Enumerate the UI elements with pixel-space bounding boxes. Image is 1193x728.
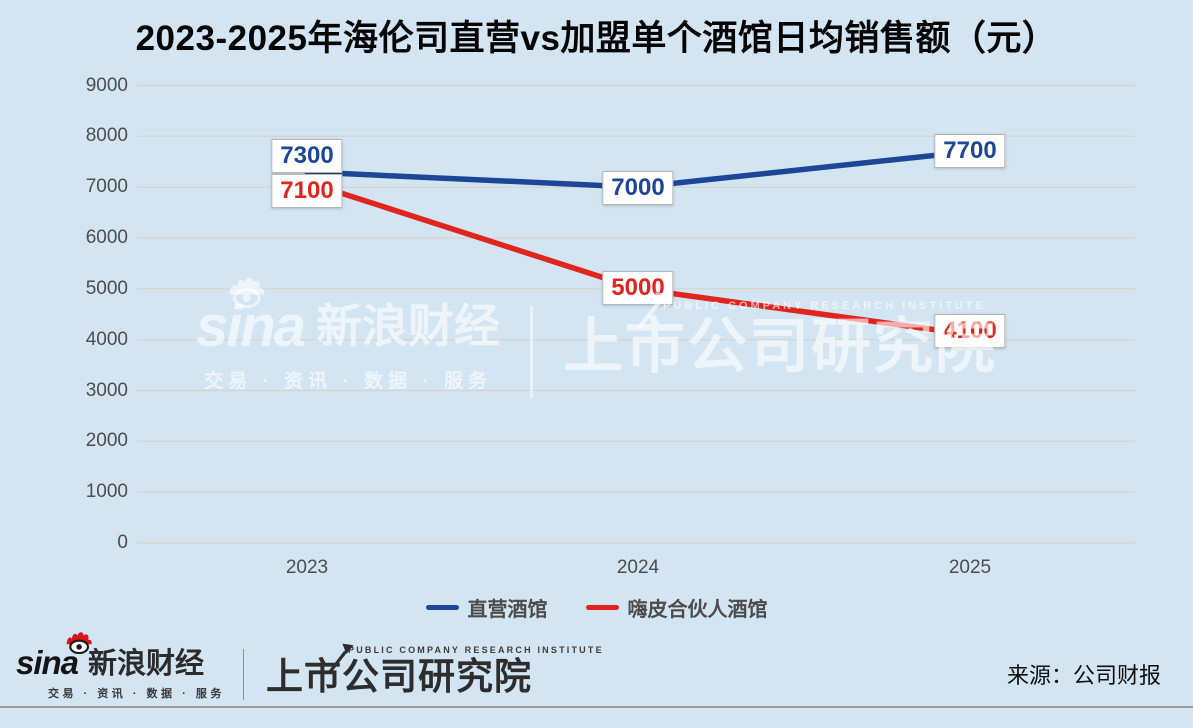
legend-line-swatch	[585, 605, 619, 610]
footer-institute-en: PUBLIC COMPANY RESEARCH INSTITUTE	[348, 645, 604, 655]
footer-divider	[243, 649, 244, 700]
footer-brand: 新浪财经	[88, 648, 205, 680]
sina-wordmark: sina	[16, 632, 92, 679]
x-tick-label: 2025	[948, 557, 992, 578]
footer-institute: 上市公司研究院	[266, 643, 604, 699]
data-label: 7100	[271, 174, 343, 209]
y-tick-label: 1000	[85, 481, 128, 503]
x-tick-label: 2024	[616, 557, 660, 578]
chart-title: 2023-2025年海伦司直营vs加盟单个酒馆日均销售额（元）	[135, 19, 1058, 58]
y-tick-label: 0	[117, 532, 128, 553]
data-label: 7000	[602, 171, 674, 206]
y-tick-label: 5000	[85, 277, 128, 299]
y-tick-label: 2000	[85, 430, 128, 452]
chart-legend: 直营酒馆 嗨皮合伙人酒馆	[0, 593, 1193, 622]
y-tick-label: 3000	[85, 379, 128, 401]
data-label: 5000	[602, 270, 674, 305]
data-label: 7700	[934, 133, 1006, 168]
sina-eye-icon	[66, 632, 92, 654]
y-tick-label: 6000	[85, 227, 128, 248]
y-tick-label: 8000	[85, 125, 128, 147]
legend-item-0: 直营酒馆	[425, 593, 548, 622]
x-tick-label: 2023	[285, 557, 329, 578]
source-text: 来源：公司财报	[1006, 663, 1161, 688]
footer-institute-logo: PUBLIC COMPANY RESEARCH INSTITUTE 上市公司研究…	[266, 643, 604, 699]
legend-label: 嗨皮合伙人酒馆	[627, 599, 768, 621]
y-tick-label: 4000	[85, 328, 128, 350]
data-label: 4100	[934, 313, 1006, 348]
legend-line-swatch	[425, 605, 459, 610]
legend-item-1: 嗨皮合伙人酒馆	[585, 593, 768, 622]
y-tick-label: 7000	[85, 176, 128, 198]
arrow-icon	[328, 643, 354, 674]
data-label: 7300	[271, 138, 343, 173]
footer-sina-logo: sina 新浪财经 交易 · 资讯 · 数据 · 服务	[16, 632, 225, 701]
footer-tagline: 交易 · 资讯 · 数据 · 服务	[48, 688, 225, 700]
bottom-divider	[0, 706, 1193, 708]
legend-label: 直营酒馆	[467, 599, 548, 621]
y-tick-label: 9000	[85, 74, 128, 96]
